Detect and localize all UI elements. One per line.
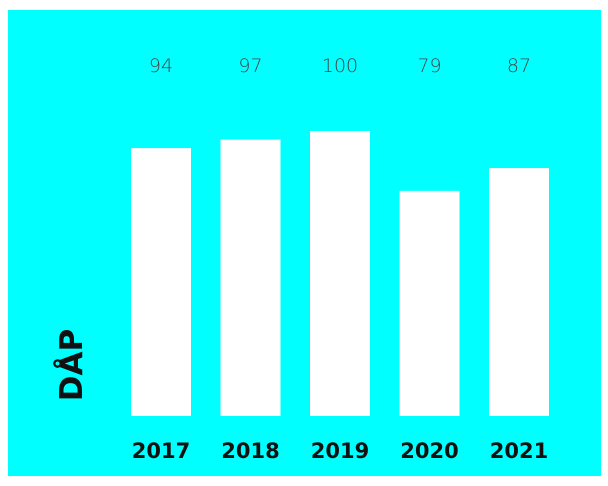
category-label-2021: 2021: [490, 439, 548, 463]
category-labels-group: 2017 2018 2019 2020 2021: [132, 439, 548, 463]
bar-2019: [310, 131, 370, 416]
category-label-2019: 2019: [311, 439, 369, 463]
y-axis-title: DÅP: [53, 329, 90, 401]
value-label-2017: 94: [149, 55, 173, 77]
bar-2021: [489, 168, 549, 416]
bar-chart: 94 97 100 79 87 2017 2018 2019 2020 2021 DÅP: [53, 55, 549, 463]
bar-2020: [399, 190, 460, 416]
bar-2017: [131, 148, 191, 416]
bar-2018: [220, 139, 281, 417]
value-label-2019: 100: [322, 55, 358, 77]
value-labels-group: 94 97 100 79 87: [149, 55, 531, 77]
chart-panel: 94 97 100 79 87 2017 2018 2019 2020 2021 DÅP: [8, 10, 601, 476]
value-label-2021: 87: [507, 55, 531, 77]
value-label-2020: 79: [417, 55, 441, 77]
bars-group: [131, 131, 549, 417]
value-label-2018: 97: [238, 55, 262, 77]
category-label-2018: 2018: [221, 439, 279, 463]
category-label-2020: 2020: [400, 439, 458, 463]
category-label-2017: 2017: [132, 439, 190, 463]
